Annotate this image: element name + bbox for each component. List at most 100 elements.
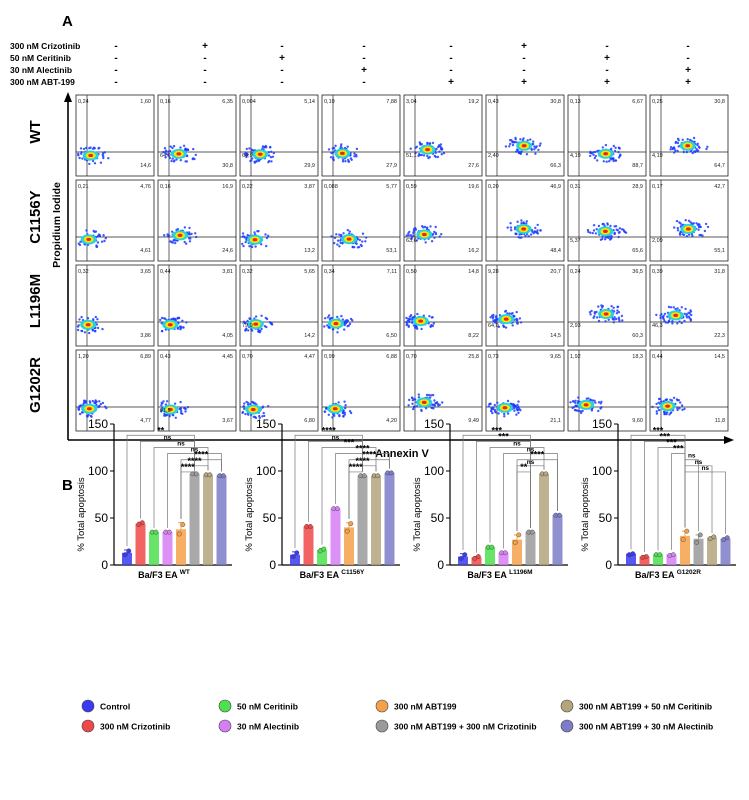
quadrant-ul-value: 0,21 bbox=[78, 184, 89, 190]
event-dot bbox=[83, 331, 87, 334]
plot-frame bbox=[157, 349, 237, 432]
flow-plot: 0,44 3,81 4,05 bbox=[157, 264, 237, 347]
y-tick-label: 150 bbox=[592, 417, 612, 431]
event-dot bbox=[424, 407, 428, 410]
event-dot bbox=[351, 319, 354, 322]
event-dot bbox=[536, 223, 539, 227]
event-dot bbox=[595, 310, 598, 314]
legend-label: 50 nM Ceritinib bbox=[237, 702, 298, 712]
event-dot bbox=[574, 404, 577, 408]
event-dot bbox=[79, 147, 83, 150]
event-dot bbox=[676, 149, 679, 153]
event-dot bbox=[533, 148, 536, 151]
event-dot bbox=[416, 312, 419, 316]
treatment-sign: + bbox=[521, 41, 527, 52]
treatment-label: 30 nM Alectinib bbox=[10, 65, 72, 75]
event-dot bbox=[706, 145, 709, 148]
data-point bbox=[307, 524, 313, 529]
quadrant-ur-value: 4,45 bbox=[222, 354, 233, 360]
quadrant-ul-value: 0,70 bbox=[406, 354, 417, 360]
event-dot bbox=[331, 157, 335, 161]
event-dot bbox=[242, 405, 245, 408]
density-peak bbox=[86, 407, 92, 411]
quadrant-lr-value: 4,77 bbox=[140, 418, 151, 424]
event-dot bbox=[171, 230, 174, 233]
event-dot bbox=[607, 160, 611, 163]
event-dot bbox=[487, 405, 490, 408]
bar bbox=[317, 549, 327, 565]
event-dot bbox=[530, 148, 533, 151]
event-dot bbox=[677, 399, 680, 402]
event-dot bbox=[685, 235, 689, 238]
event-dot bbox=[534, 152, 537, 155]
event-dot bbox=[166, 235, 169, 238]
event-dot bbox=[597, 305, 600, 308]
event-dot bbox=[261, 415, 264, 418]
legend-item: 300 nM ABT199 bbox=[375, 699, 457, 713]
event-dot bbox=[514, 138, 517, 141]
legend-item: 300 nM ABT199 + 50 nM Ceritinib bbox=[560, 699, 712, 713]
density-peak bbox=[421, 232, 427, 237]
event-dot bbox=[509, 226, 513, 229]
event-dot bbox=[323, 325, 326, 328]
event-dot bbox=[343, 328, 346, 331]
event-dot bbox=[410, 318, 414, 321]
quadrant-ur-value: 7,88 bbox=[386, 99, 397, 105]
data-point bbox=[220, 473, 226, 479]
quadrant-lr-value: 4,20 bbox=[386, 418, 397, 424]
event-dot bbox=[697, 228, 700, 231]
event-dot bbox=[601, 306, 604, 309]
event-dot bbox=[414, 151, 417, 155]
event-dot bbox=[592, 229, 596, 232]
quadrant-lr-value: 9,49 bbox=[468, 418, 479, 424]
event-dot bbox=[102, 234, 105, 237]
event-dot bbox=[103, 151, 107, 154]
event-dot bbox=[250, 159, 253, 162]
legend-marker bbox=[375, 699, 389, 713]
event-dot bbox=[519, 152, 522, 155]
event-dot bbox=[179, 327, 183, 330]
event-dot bbox=[184, 148, 188, 151]
quadrant-ul-value: 9,28 bbox=[488, 269, 499, 275]
event-dot bbox=[184, 410, 187, 413]
event-dot bbox=[76, 328, 80, 332]
treatment-sign: - bbox=[114, 53, 117, 64]
significance-label: **** bbox=[530, 450, 545, 460]
density-peak bbox=[685, 227, 691, 231]
event-dot bbox=[241, 242, 244, 246]
event-dot bbox=[412, 230, 415, 233]
event-dot bbox=[86, 317, 90, 320]
event-dot bbox=[101, 401, 105, 405]
event-dot bbox=[78, 243, 82, 247]
flow-plot: 0,19 7,88 27,9 bbox=[321, 94, 401, 177]
event-dot bbox=[574, 401, 577, 404]
event-dot bbox=[428, 315, 431, 318]
event-dot bbox=[413, 315, 416, 318]
quadrant-ul-value: 0,44 bbox=[160, 269, 171, 275]
event-dot bbox=[612, 144, 615, 148]
event-dot bbox=[160, 404, 163, 407]
plot-frame bbox=[649, 94, 729, 177]
event-dot bbox=[248, 245, 251, 248]
quadrant-ur-value: 19,6 bbox=[468, 184, 479, 190]
treatment-sign: - bbox=[449, 53, 452, 64]
event-dot bbox=[624, 231, 628, 234]
flow-plot: 0,31 28,9 5,37 65,6 bbox=[567, 179, 647, 262]
significance-bracket bbox=[671, 453, 686, 550]
event-dot bbox=[267, 405, 270, 408]
quadrant-ul-value: 0,22 bbox=[242, 184, 253, 190]
quadrant-lr-value: 65,6 bbox=[632, 248, 643, 254]
legend: Control 300 nM Crizotinib 50 nM Ceritinib 3… bbox=[81, 699, 713, 733]
event-dot bbox=[671, 320, 674, 323]
event-dot bbox=[243, 402, 246, 405]
event-dot bbox=[342, 415, 345, 418]
quadrant-ur-value: 7,11 bbox=[387, 269, 397, 275]
event-dot bbox=[188, 231, 191, 234]
event-dot bbox=[103, 405, 107, 408]
density-peak bbox=[252, 238, 258, 242]
event-dot bbox=[348, 410, 352, 413]
event-dot bbox=[615, 317, 618, 321]
flow-plot: 0,13 6,67 4,19 88,7 bbox=[567, 94, 647, 177]
event-dot bbox=[577, 396, 580, 399]
event-dot bbox=[422, 154, 426, 157]
